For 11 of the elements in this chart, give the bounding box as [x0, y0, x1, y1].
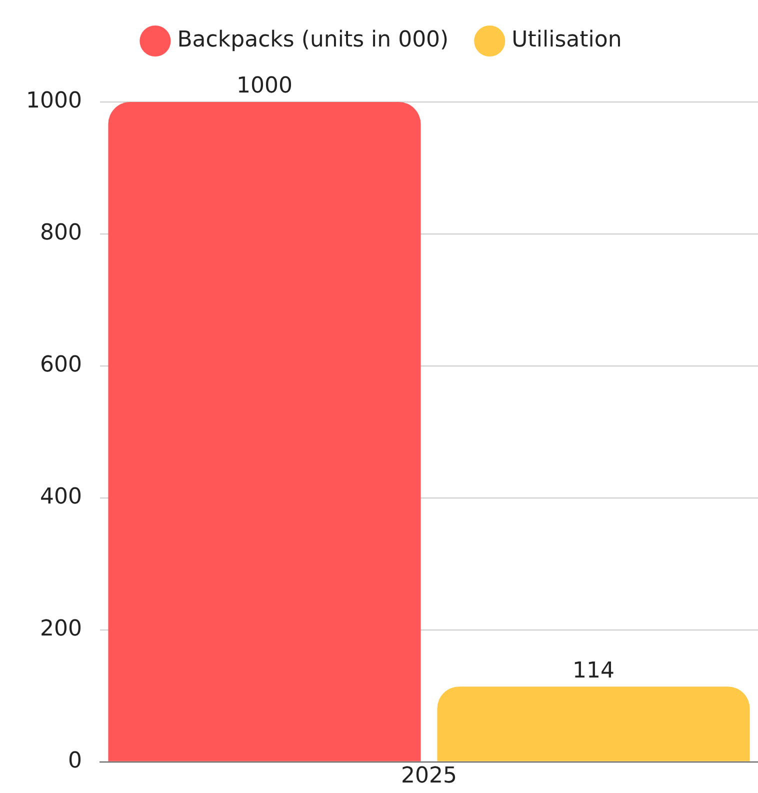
legend-label: Utilisation	[512, 28, 622, 53]
y-tick-label: 1000	[26, 88, 82, 114]
y-tick-label: 800	[40, 220, 82, 246]
y-tick-label: 0	[68, 748, 82, 774]
legend-label: Backpacks (units in 000)	[177, 28, 449, 53]
data-label: 114	[572, 658, 614, 684]
y-tick-label: 600	[40, 352, 82, 378]
y-tick-label: 400	[40, 484, 82, 510]
y-tick-label: 200	[40, 616, 82, 642]
data-label: 1000	[236, 74, 292, 99]
x-tick-label: 2025	[400, 764, 457, 789]
